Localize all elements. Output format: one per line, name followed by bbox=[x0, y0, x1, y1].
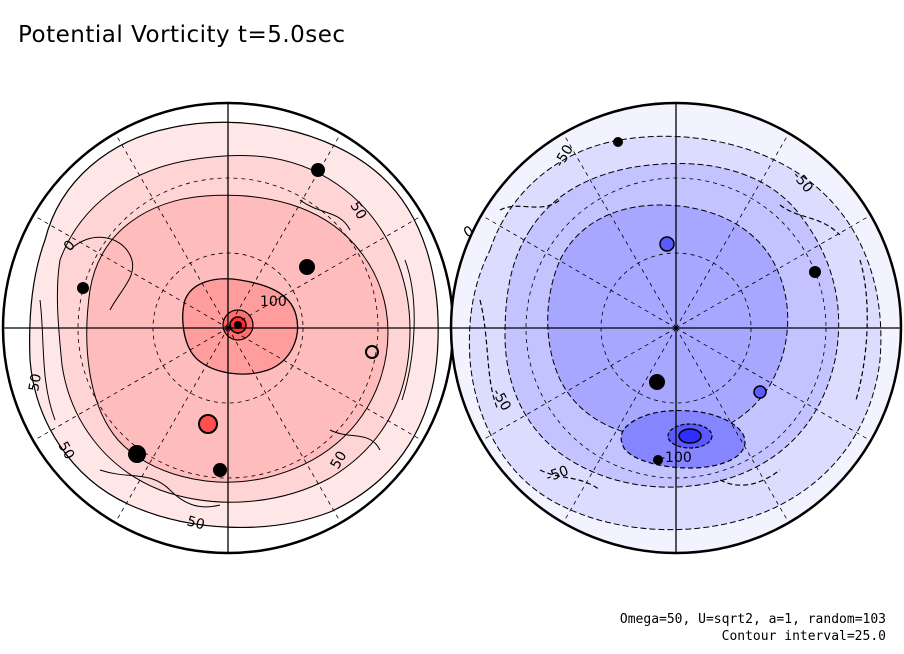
right-vortex-3 bbox=[613, 137, 623, 147]
footer-contour-interval: Contour interval=25.0 bbox=[721, 629, 886, 644]
right-fill-level-6 bbox=[678, 428, 702, 444]
footer-params: Omega=50, U=sqrt2, a=1, random=103 bbox=[619, 612, 886, 627]
footer-info: Omega=50, U=sqrt2, a=1, random=103 Conto… bbox=[620, 611, 886, 645]
left-vortex-3 bbox=[77, 282, 89, 294]
left-vortex-2 bbox=[299, 259, 315, 275]
right-vortex-1 bbox=[659, 236, 675, 252]
left-vortex-5 bbox=[198, 414, 218, 434]
chart-title: Potential Vorticity t=5.0sec bbox=[18, 22, 346, 48]
right-boundary bbox=[449, 101, 903, 555]
left-vortex-1 bbox=[311, 163, 325, 177]
left-vortex-7 bbox=[213, 463, 227, 477]
left-contour-label-2: 50 bbox=[26, 372, 45, 392]
left-contour-label-0: 100 bbox=[260, 294, 287, 310]
right-vortex-2 bbox=[809, 266, 821, 278]
left-contour-label-1: 50 bbox=[347, 199, 370, 222]
right-contour-label-0: -100 bbox=[660, 450, 692, 466]
left-vortex-6 bbox=[128, 445, 146, 463]
left-vortex-4 bbox=[365, 345, 379, 359]
right-vortex-5 bbox=[753, 385, 767, 399]
left-contour-label-3: 50 bbox=[55, 439, 78, 462]
right-contour-label-4: -50 bbox=[544, 463, 571, 486]
right-vortex-4 bbox=[649, 374, 665, 390]
right-hemisphere: -100 -50 -50 -50 -50 0 bbox=[449, 101, 903, 555]
left-contour-label-4: 50 bbox=[185, 513, 206, 533]
right-fill-level-3 bbox=[547, 204, 789, 439]
left-hemisphere: 100 50 50 50 50 50 0 bbox=[1, 101, 455, 555]
left-contour-label-5: 50 bbox=[328, 449, 351, 472]
right-vortex-6 bbox=[653, 455, 663, 465]
